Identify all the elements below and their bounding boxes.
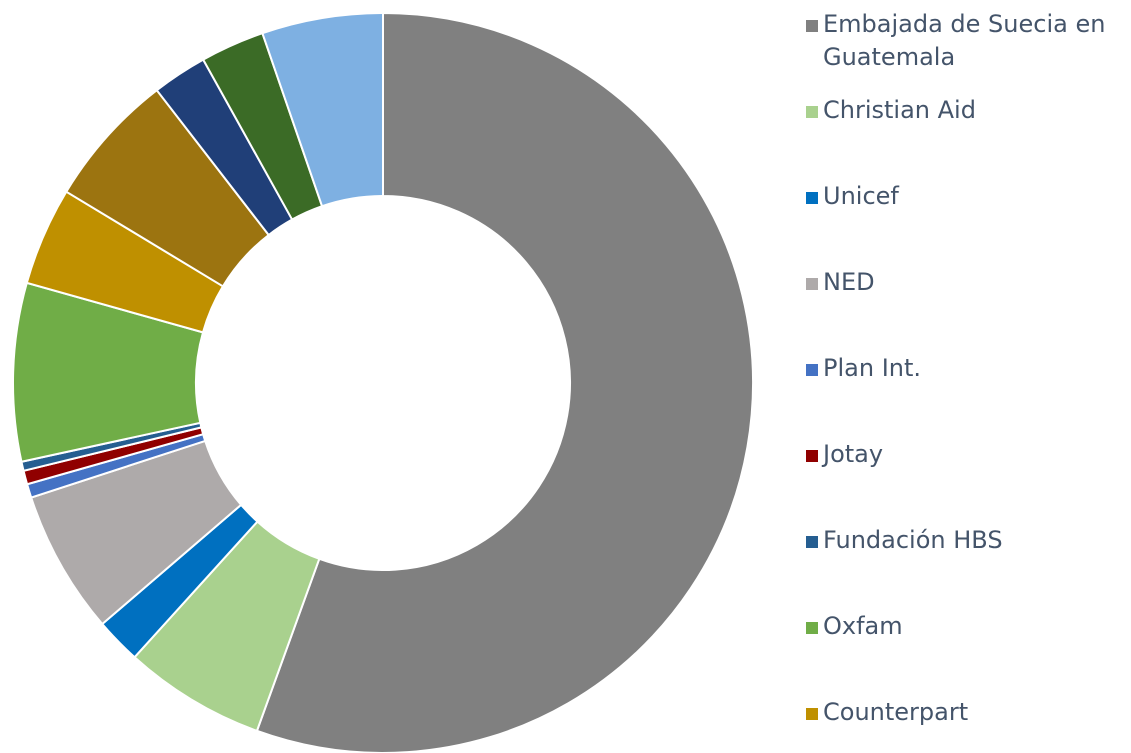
legend-item: Plan Int. <box>806 352 1126 385</box>
legend-swatch <box>806 364 818 376</box>
legend-item: Unicef <box>806 180 1126 213</box>
legend-item: Fundación HBS <box>806 524 1126 557</box>
legend-label: NED <box>823 268 875 296</box>
slice <box>255 11 754 753</box>
legend-swatch <box>806 278 818 290</box>
legend-item: Embajada de Suecia en Guatemala <box>806 8 1126 74</box>
legend-label: Plan Int. <box>823 354 922 382</box>
legend-label: Fundación HBS <box>823 526 1003 554</box>
legend-swatch <box>806 622 818 634</box>
legend-swatch <box>806 192 818 204</box>
slice <box>261 11 384 208</box>
legend-label: Jotay <box>823 440 884 468</box>
legend-label: Embajada de Suecia en Guatemala <box>823 10 1106 71</box>
legend-item: Christian Aid <box>806 94 1126 127</box>
legend-label: Oxfam <box>823 612 903 640</box>
legend-label: Unicef <box>823 182 899 210</box>
legend-item: NED <box>806 266 1126 299</box>
legend-item: Jotay <box>806 438 1126 471</box>
legend-swatch <box>806 20 818 32</box>
legend-label: Counterpart <box>823 698 969 726</box>
legend-swatch <box>806 450 818 462</box>
legend-swatch <box>806 106 818 118</box>
legend-item: Counterpart <box>806 696 1126 729</box>
donut <box>12 11 754 753</box>
legend-swatch <box>806 708 818 720</box>
legend-swatch <box>806 536 818 548</box>
legend-item: Oxfam <box>806 610 1126 643</box>
legend-label: Christian Aid <box>823 96 976 124</box>
